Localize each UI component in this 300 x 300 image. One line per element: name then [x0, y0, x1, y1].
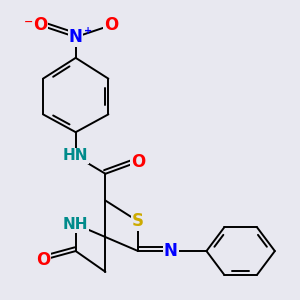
Text: O: O — [131, 153, 145, 171]
Text: S: S — [132, 212, 144, 230]
Text: +: + — [83, 26, 92, 36]
Text: O: O — [36, 251, 50, 269]
Text: N: N — [164, 242, 178, 260]
Text: HN: HN — [63, 148, 88, 164]
Text: O: O — [33, 16, 47, 34]
Text: NH: NH — [63, 217, 88, 232]
Text: −: − — [23, 17, 33, 27]
Text: O: O — [104, 16, 118, 34]
Text: N: N — [69, 28, 82, 46]
